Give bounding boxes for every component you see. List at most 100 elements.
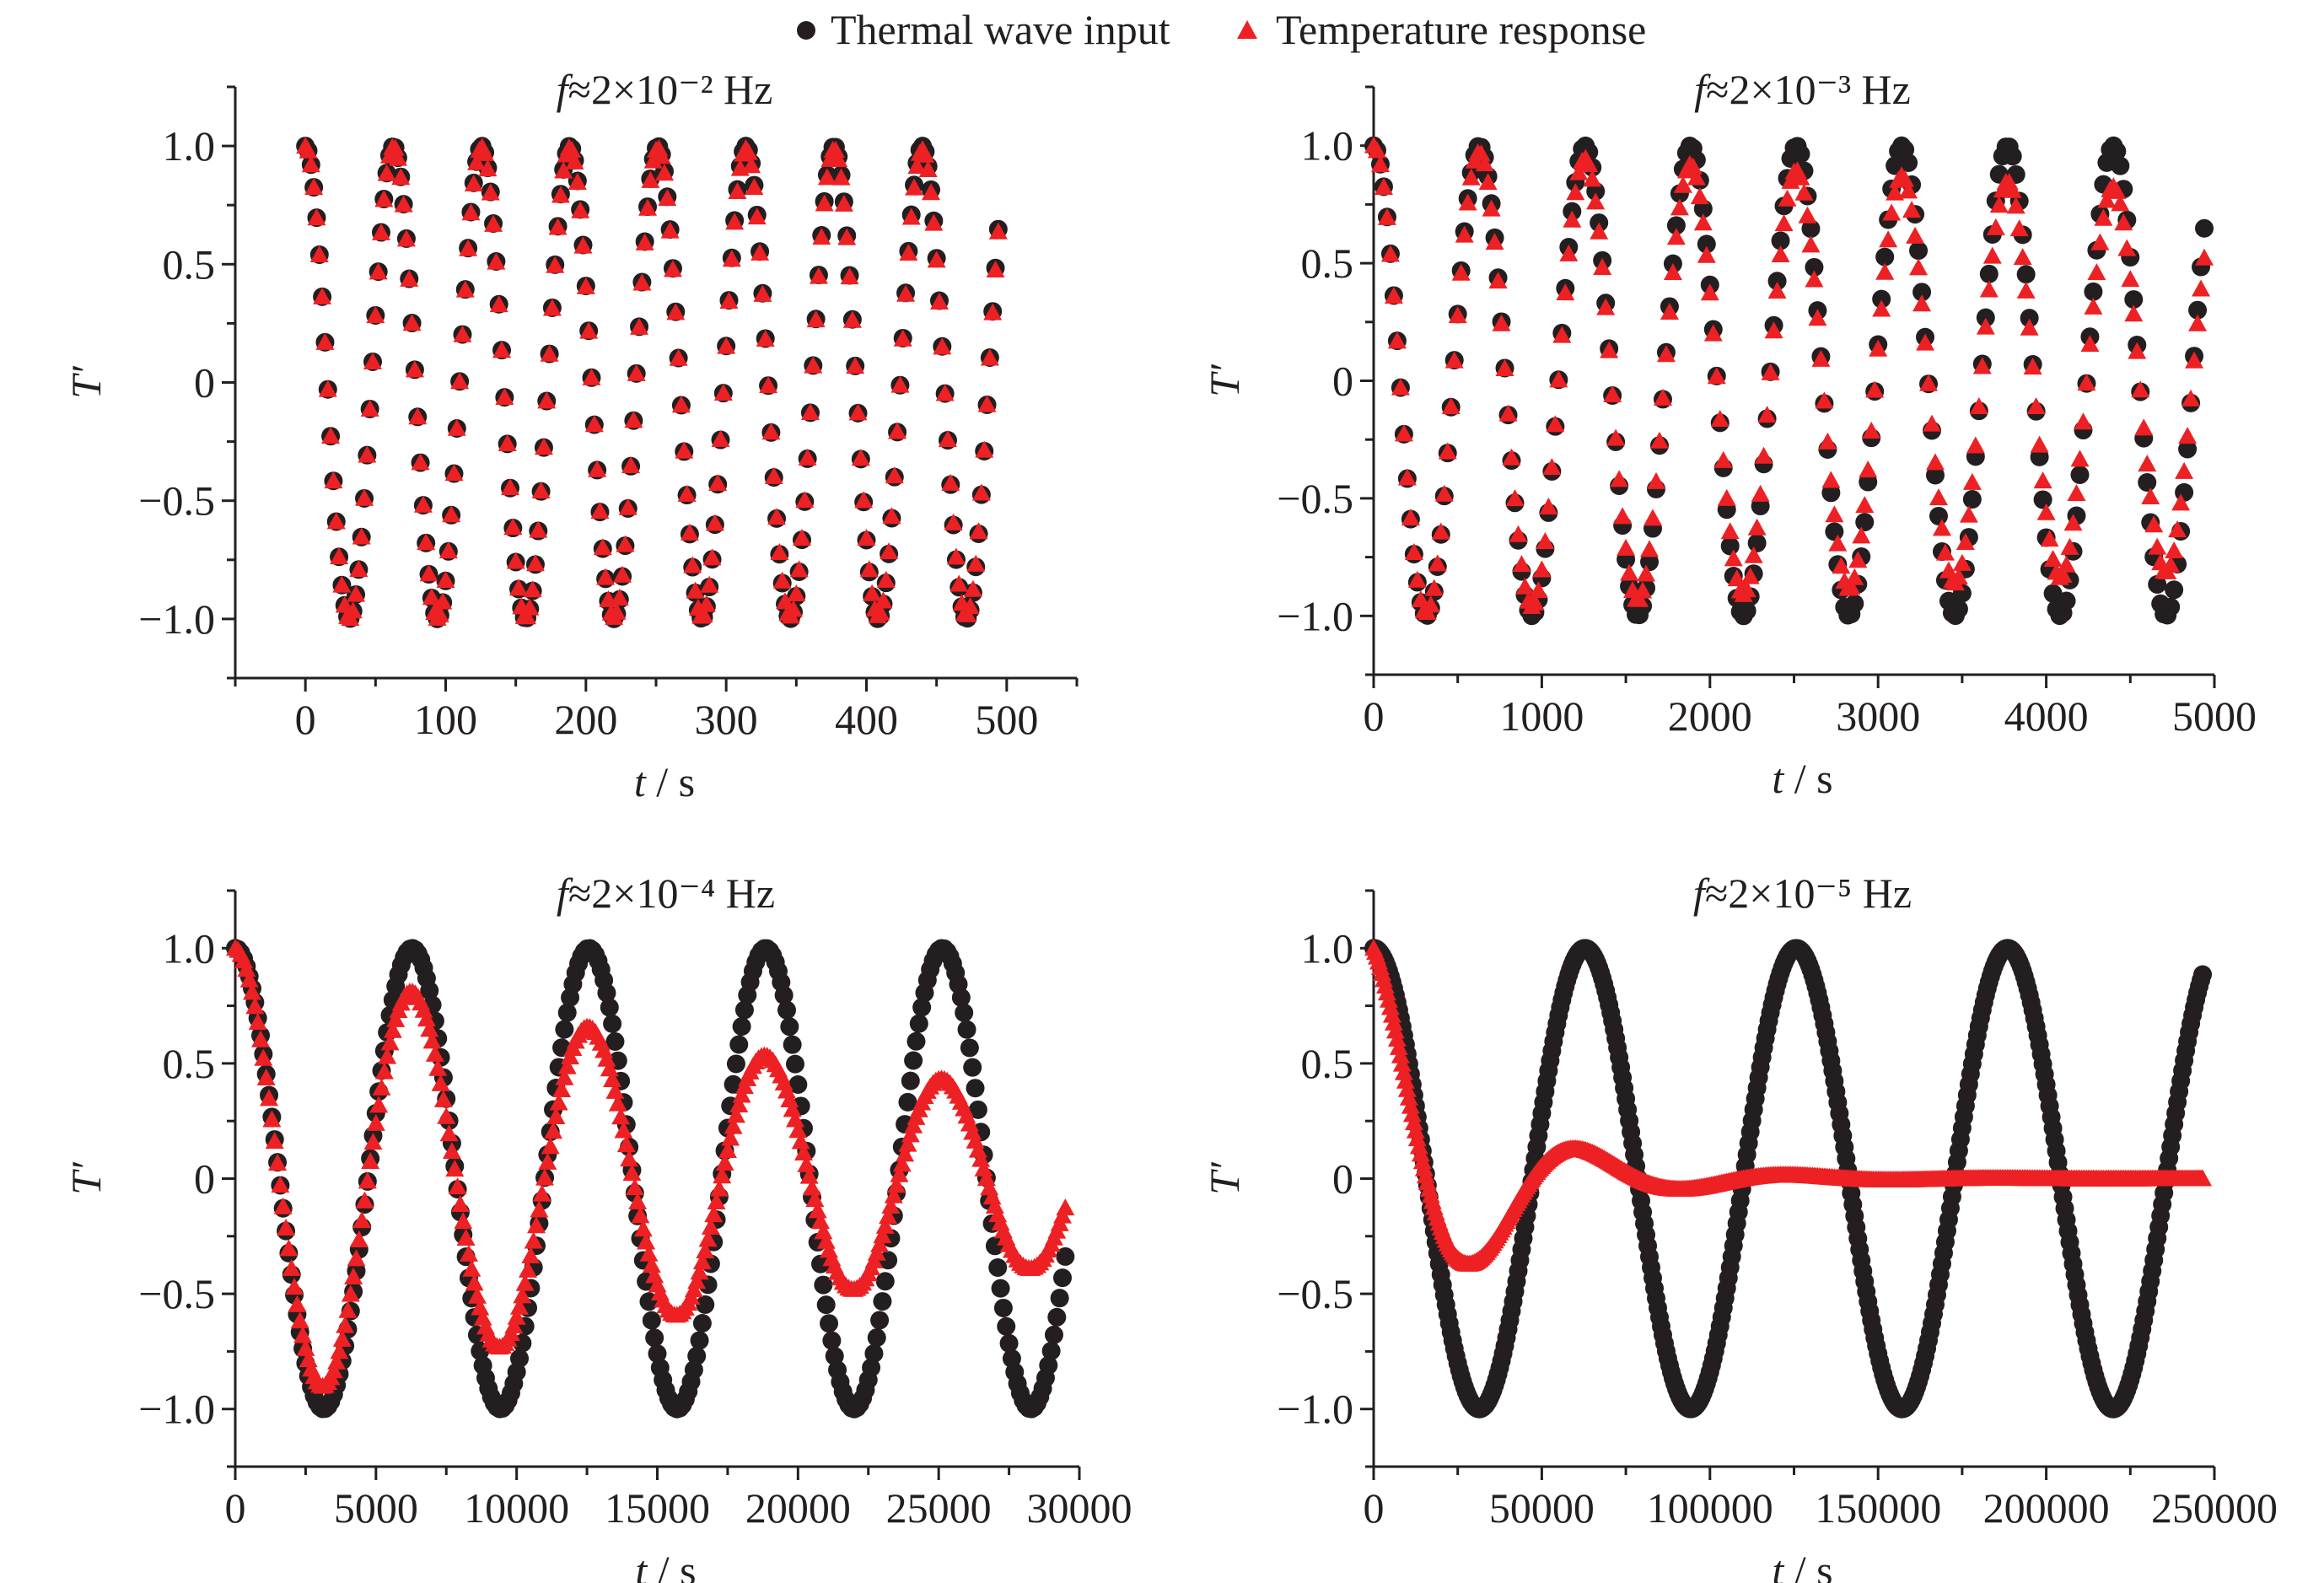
data-point-response: [417, 533, 436, 551]
data-point-response: [1630, 590, 1649, 607]
data-point-response: [1385, 1021, 1405, 1039]
data-point-response: [1845, 568, 1864, 585]
chart-title: f≈2×10⁻⁵ Hz: [1693, 870, 1912, 917]
data-point-input: [684, 1360, 703, 1380]
data-point-response: [1556, 283, 1575, 301]
data-point-response: [622, 1164, 642, 1182]
data-point-response: [1387, 1030, 1407, 1047]
data-point-response: [901, 207, 921, 225]
data-point-response: [363, 353, 383, 370]
data-point-response: [256, 1069, 276, 1086]
data-point-response: [905, 178, 924, 196]
data-point-response: [455, 280, 475, 298]
data-point-response: [726, 1106, 745, 1123]
data-point-input: [724, 1074, 743, 1094]
y-tick-label: −0.5: [138, 477, 215, 525]
data-point-response: [2114, 213, 2133, 231]
data-point-response: [658, 189, 677, 207]
data-point-response: [1710, 410, 1730, 428]
data-point-response: [1879, 230, 1898, 248]
data-point-response: [1791, 168, 1810, 186]
data-point-response: [2003, 180, 2022, 198]
series-temperature-response: [1364, 136, 2214, 620]
data-point-input: [904, 1051, 923, 1070]
data-point-response: [600, 1059, 619, 1077]
data-point-response: [355, 1191, 374, 1209]
data-point-response: [732, 1085, 751, 1103]
data-point-response: [729, 1095, 749, 1112]
data-point-response: [1552, 326, 1572, 343]
data-point-response: [561, 1047, 580, 1065]
data-point-response: [686, 581, 705, 599]
data-point-response: [1717, 488, 1736, 506]
data-point-input: [726, 1054, 745, 1074]
data-point-response: [2165, 541, 2184, 558]
data-point-response: [677, 484, 697, 502]
data-point-response: [1666, 228, 1686, 245]
data-point-input: [993, 1298, 1013, 1317]
x-tick-label: 100000: [1647, 1484, 1773, 1532]
data-point-input: [875, 1272, 895, 1291]
data-point-response: [884, 1186, 903, 1203]
data-point-response: [614, 1121, 633, 1139]
data-point-response: [1379, 990, 1398, 1008]
data-point-response: [739, 143, 758, 160]
data-point-response: [510, 1297, 530, 1315]
data-point-response: [938, 429, 957, 447]
data-point-response: [767, 508, 787, 525]
data-point-input: [690, 1331, 709, 1350]
data-point-response: [1912, 294, 1932, 312]
data-point-response: [454, 1212, 473, 1230]
data-point-input: [1056, 1246, 1075, 1266]
data-point-response: [976, 1169, 996, 1187]
data-point-response: [848, 403, 868, 421]
x-tick-label: 10000: [464, 1484, 569, 1532]
data-point-response: [1389, 1037, 1408, 1055]
data-point-response: [459, 239, 478, 256]
x-tick-label: 200: [554, 696, 617, 743]
y-tick-label: 0.5: [1301, 1040, 1354, 1087]
data-point-response: [1482, 199, 1501, 217]
data-point-response: [633, 1220, 653, 1237]
data-point-response: [753, 284, 772, 302]
data-point-input: [879, 1251, 898, 1270]
data-point-response: [683, 556, 702, 573]
data-point-input: [870, 1311, 890, 1330]
data-point-response: [450, 1194, 470, 1212]
data-point-input: [2193, 965, 2213, 984]
data-point-response: [332, 575, 352, 593]
data-point-input: [698, 1275, 718, 1295]
data-point-response: [411, 453, 430, 471]
data-point-response: [1656, 345, 1676, 363]
data-point-response: [1569, 163, 1589, 180]
data-point-input: [2148, 574, 2167, 594]
data-point-response: [1428, 554, 1447, 572]
data-point-input: [788, 1075, 808, 1095]
data-point-response: [1431, 522, 1450, 540]
data-point-response: [713, 1166, 732, 1184]
data-point-response: [332, 1329, 352, 1347]
data-point-response: [489, 295, 508, 313]
data-point-response: [642, 1256, 661, 1273]
data-point-response: [840, 267, 859, 285]
data-point-response: [1409, 1137, 1428, 1155]
data-point-response: [2043, 550, 2063, 568]
data-point-response: [1869, 339, 1888, 357]
data-point-input: [988, 1257, 1008, 1277]
data-point-response: [1401, 509, 1420, 526]
data-point-response: [621, 456, 641, 474]
data-point-input: [966, 1079, 985, 1098]
data-point-response: [2080, 335, 2100, 353]
data-point-input: [1047, 1307, 1067, 1327]
data-point-response: [1502, 448, 1521, 466]
x-tick-label: 150000: [1815, 1484, 1941, 1532]
data-point-input: [1909, 241, 1929, 261]
data-point-response: [380, 1033, 400, 1051]
data-point-response: [503, 518, 523, 536]
data-point-response: [433, 1090, 453, 1107]
data-point-response: [666, 303, 686, 320]
data-point-response: [525, 554, 545, 572]
data-point-response: [2138, 455, 2157, 472]
data-point-response: [433, 592, 453, 610]
